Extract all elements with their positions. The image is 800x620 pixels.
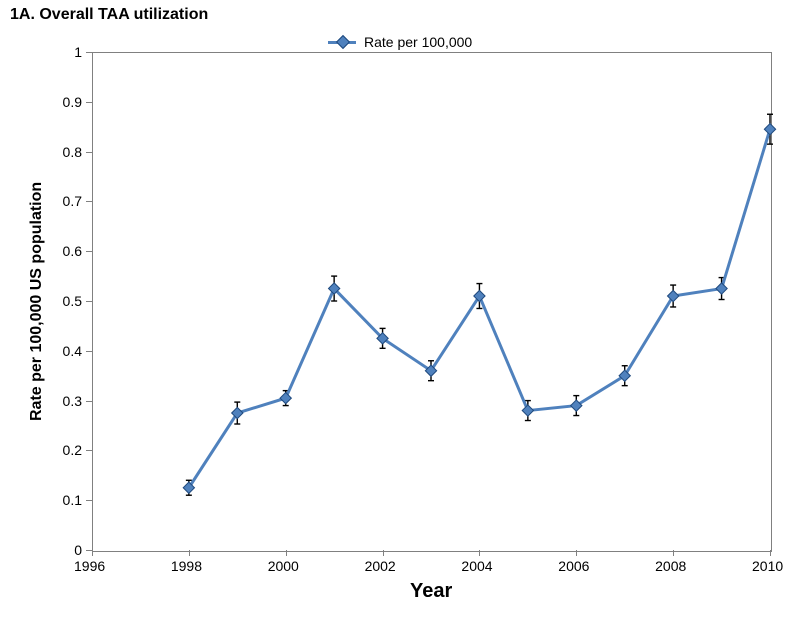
x-tick: [189, 550, 190, 556]
x-tick: [286, 550, 287, 556]
y-tick-label: 0.3: [52, 393, 82, 409]
y-tick-label: 0: [52, 542, 82, 558]
x-tick-label: 2010: [752, 558, 783, 574]
x-tick: [770, 550, 771, 556]
x-tick-label: 2004: [461, 558, 492, 574]
line-series: [92, 52, 770, 550]
series-marker: [764, 124, 775, 135]
y-axis-title: Rate per 100,000 US population: [28, 181, 46, 420]
x-tick-label: 1996: [74, 558, 105, 574]
y-tick-label: 0.1: [52, 492, 82, 508]
panel-title: 1A. Overall TAA utilization: [10, 6, 208, 24]
y-tick-label: 0.8: [52, 144, 82, 160]
x-axis-title: Year: [410, 580, 452, 603]
y-tick-label: 0.6: [52, 243, 82, 259]
y-tick-label: 0.5: [52, 293, 82, 309]
x-tick-label: 2002: [365, 558, 396, 574]
y-tick-label: 0.7: [52, 193, 82, 209]
series-marker: [522, 405, 533, 416]
x-tick: [383, 550, 384, 556]
x-tick: [576, 550, 577, 556]
x-tick: [479, 550, 480, 556]
x-tick: [673, 550, 674, 556]
legend: Rate per 100,000: [328, 34, 472, 50]
y-tick-label: 0.9: [52, 94, 82, 110]
y-tick-label: 0.2: [52, 442, 82, 458]
legend-label: Rate per 100,000: [364, 34, 472, 50]
x-tick-label: 2008: [655, 558, 686, 574]
series-marker: [716, 283, 727, 294]
y-tick: [86, 550, 92, 551]
x-tick-label: 2006: [558, 558, 589, 574]
x-tick: [92, 550, 93, 556]
y-tick-label: 0.4: [52, 343, 82, 359]
legend-swatch: [328, 37, 358, 47]
x-tick-label: 1998: [171, 558, 202, 574]
legend-diamond-icon: [336, 35, 350, 49]
y-tick-label: 1: [52, 44, 82, 60]
series-marker: [280, 392, 291, 403]
x-tick-label: 2000: [268, 558, 299, 574]
figure: 1A. Overall TAA utilization Rate per 100…: [0, 0, 800, 620]
